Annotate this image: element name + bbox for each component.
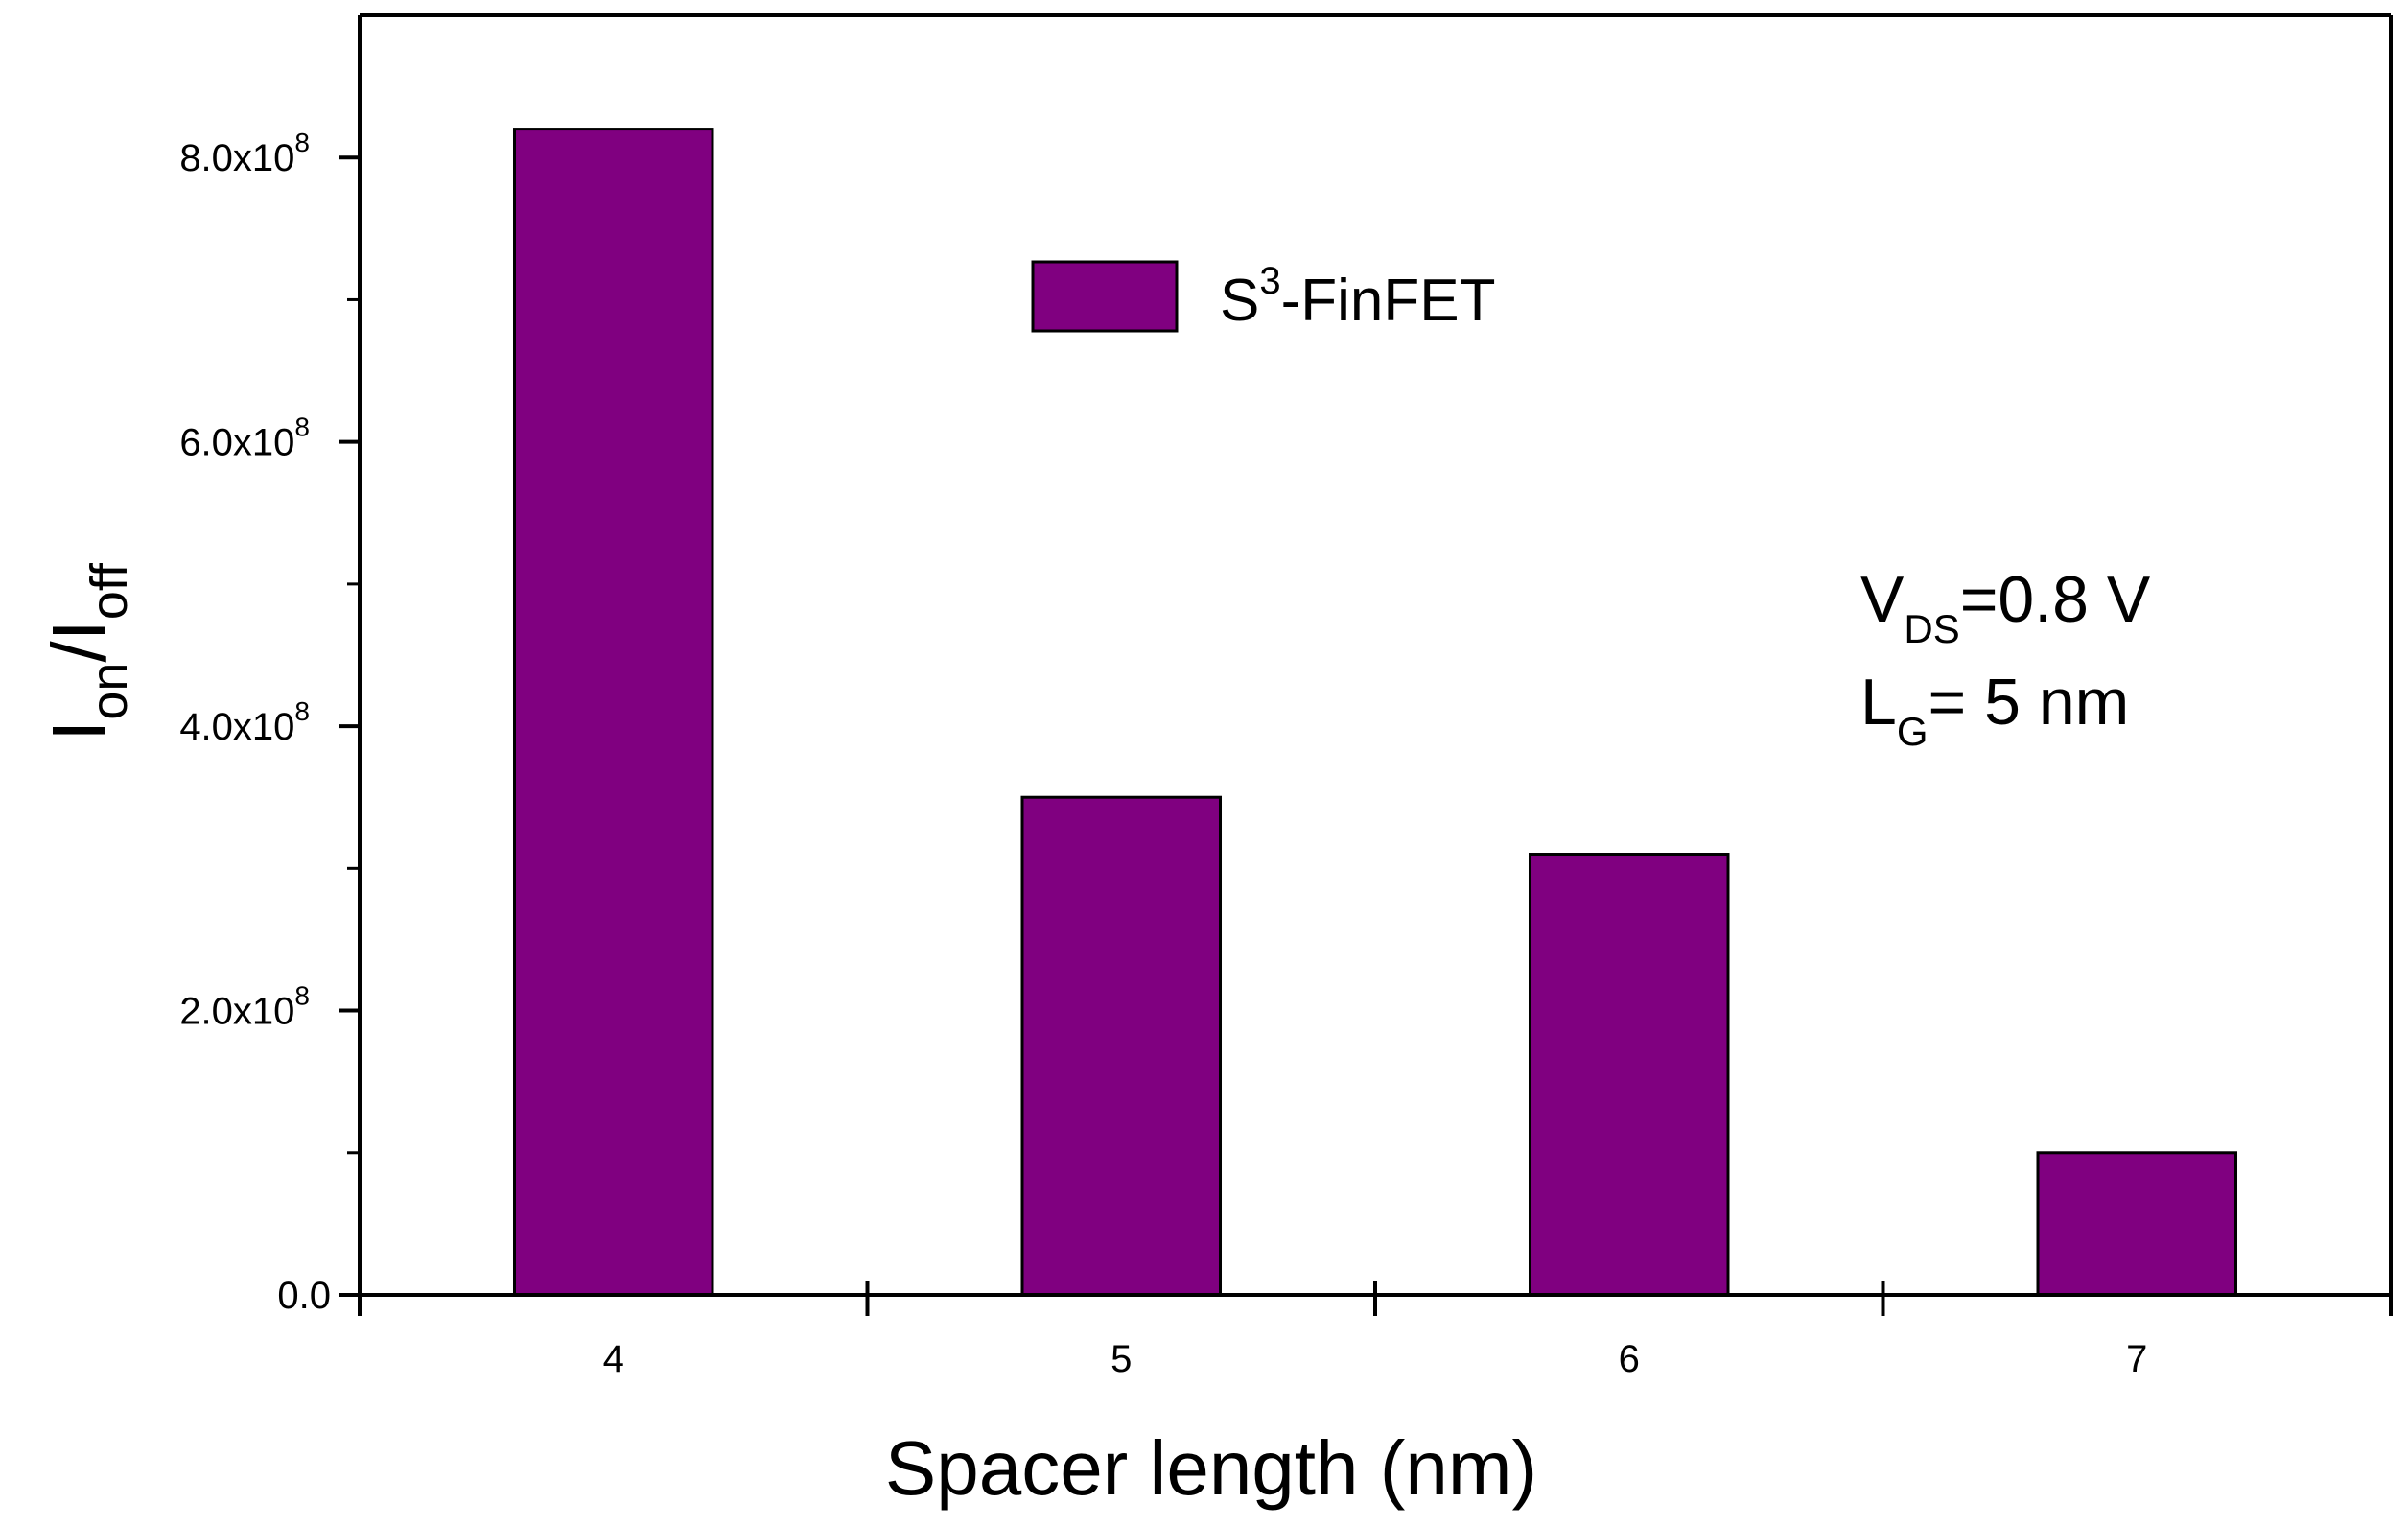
legend: S3-FinFET xyxy=(1031,260,1495,334)
axes-group: 0.0 2.0x108 4.0x108 6.0x108 8.0x108 4 5 6 7 xyxy=(179,13,2393,1380)
y-tick-label: 0.0 xyxy=(277,1275,331,1317)
bar-4 xyxy=(512,128,714,1297)
bar-6 xyxy=(1528,853,1730,1297)
annotation-vds: VDS=0.8 V xyxy=(1860,563,2151,651)
bars-group xyxy=(512,128,2238,1297)
legend-label: S3-FinFET xyxy=(1220,260,1495,334)
y-tick-label: 6.0x108 xyxy=(179,412,310,464)
bar-7 xyxy=(2036,1151,2238,1297)
x-tick-label: 7 xyxy=(2126,1338,2147,1380)
bar-5 xyxy=(1020,795,1223,1297)
y-axis-title: Ion/Ioff xyxy=(36,562,138,741)
x-tick-label: 6 xyxy=(1619,1338,1640,1380)
x-axis-title: Spacer length (nm) xyxy=(885,1425,1537,1511)
annotation-lg: LG= 5 nm xyxy=(1860,666,2129,754)
x-tick-label: 4 xyxy=(603,1338,624,1380)
y-tick-label: 2.0x108 xyxy=(179,981,310,1033)
y-tick-label: 8.0x108 xyxy=(179,128,310,179)
y-tick-label: 4.0x108 xyxy=(179,696,310,748)
x-tick-label: 5 xyxy=(1110,1338,1132,1380)
legend-swatch xyxy=(1031,260,1179,333)
